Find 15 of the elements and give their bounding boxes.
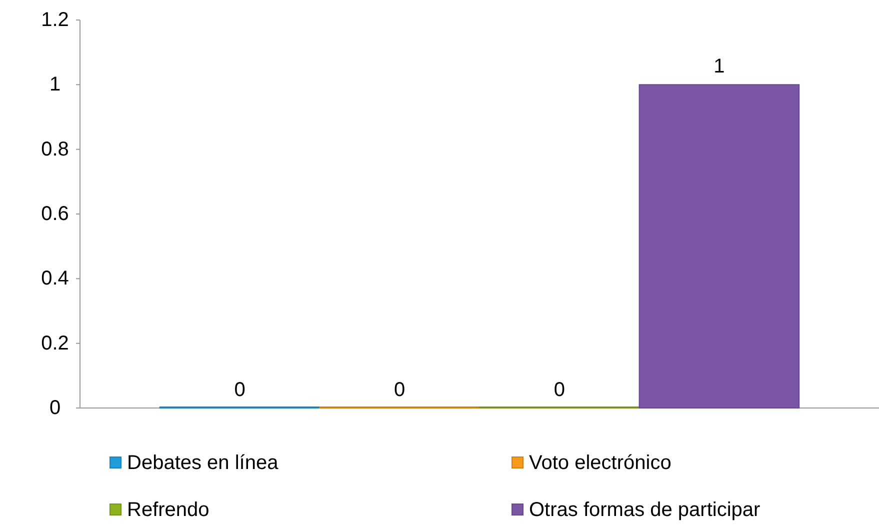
y-tick-label: 0.8 <box>41 138 69 160</box>
data-label: 1 <box>714 56 725 78</box>
data-label: 0 <box>234 379 246 401</box>
legend-label: Debates en línea <box>127 452 280 474</box>
y-tick-label: 0.2 <box>41 332 69 354</box>
data-label: 0 <box>394 379 406 401</box>
y-tick-label: 0 <box>49 397 61 419</box>
legend-label: Refrendo <box>127 499 210 521</box>
y-tick-label: 1.2 <box>41 9 69 31</box>
legend-label: Otras formas de participar <box>529 499 761 521</box>
data-label: 0 <box>554 379 565 401</box>
y-tick-label: 0.6 <box>41 203 69 225</box>
y-tick-label: 1 <box>49 74 61 96</box>
y-tick-label: 0.4 <box>41 268 69 290</box>
legend-label: Voto electrónico <box>529 452 672 474</box>
